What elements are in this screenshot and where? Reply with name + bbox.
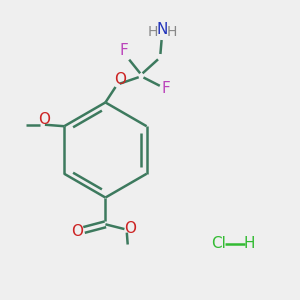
Text: H: H <box>244 236 255 251</box>
Text: Cl: Cl <box>211 236 226 251</box>
Text: O: O <box>38 112 50 127</box>
Text: O: O <box>114 72 126 87</box>
Text: N: N <box>156 22 168 37</box>
Text: F: F <box>162 81 171 96</box>
Text: F: F <box>119 43 128 58</box>
Text: O: O <box>71 224 83 239</box>
Text: H: H <box>147 25 158 39</box>
Text: O: O <box>124 221 136 236</box>
Text: H: H <box>166 25 177 39</box>
